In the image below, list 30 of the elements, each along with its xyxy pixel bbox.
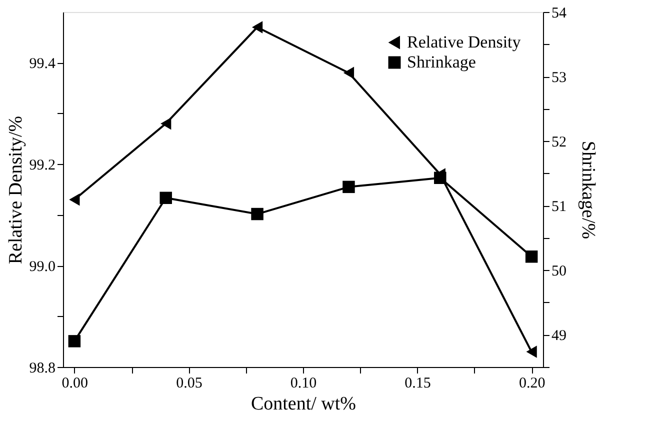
y-tick-label: 99.4: [29, 56, 56, 72]
y-tick-label: 98.8: [29, 360, 56, 376]
y2-axis-title: Shrinkage/%: [578, 140, 598, 240]
point: [160, 192, 172, 204]
point: [526, 346, 537, 358]
legend-label: Relative Density: [407, 32, 522, 52]
x-tick-label: 0.20: [518, 376, 546, 392]
y2-tick-label: 54: [552, 6, 567, 22]
x-tick-label: 0.15: [404, 376, 431, 392]
y-tick-label: 99.0: [29, 259, 56, 276]
x-tick-label: 0.00: [62, 376, 88, 392]
y-axis-title: Relative Density/%: [5, 116, 26, 264]
y2-tick-label: 50: [552, 264, 566, 280]
point: [160, 117, 172, 130]
x-tick-label: 0.05: [176, 376, 202, 392]
point: [69, 194, 80, 206]
point: [251, 208, 264, 220]
y2-tick-label: 52: [552, 134, 566, 151]
point: [525, 250, 538, 263]
x-tick-label: 0.10: [290, 376, 317, 392]
y-tick-label: 99.2: [29, 158, 56, 174]
point: [343, 66, 354, 79]
point: [342, 180, 355, 194]
legend-label: Shrinkage: [407, 52, 476, 72]
y2-tick-label: 51: [552, 199, 566, 216]
y2-tick-label: 53: [552, 70, 566, 86]
y2-tick-label: 49: [552, 328, 566, 344]
x-axis-title: Content/ wt%: [250, 394, 356, 414]
point: [68, 335, 81, 348]
point: [252, 21, 263, 34]
